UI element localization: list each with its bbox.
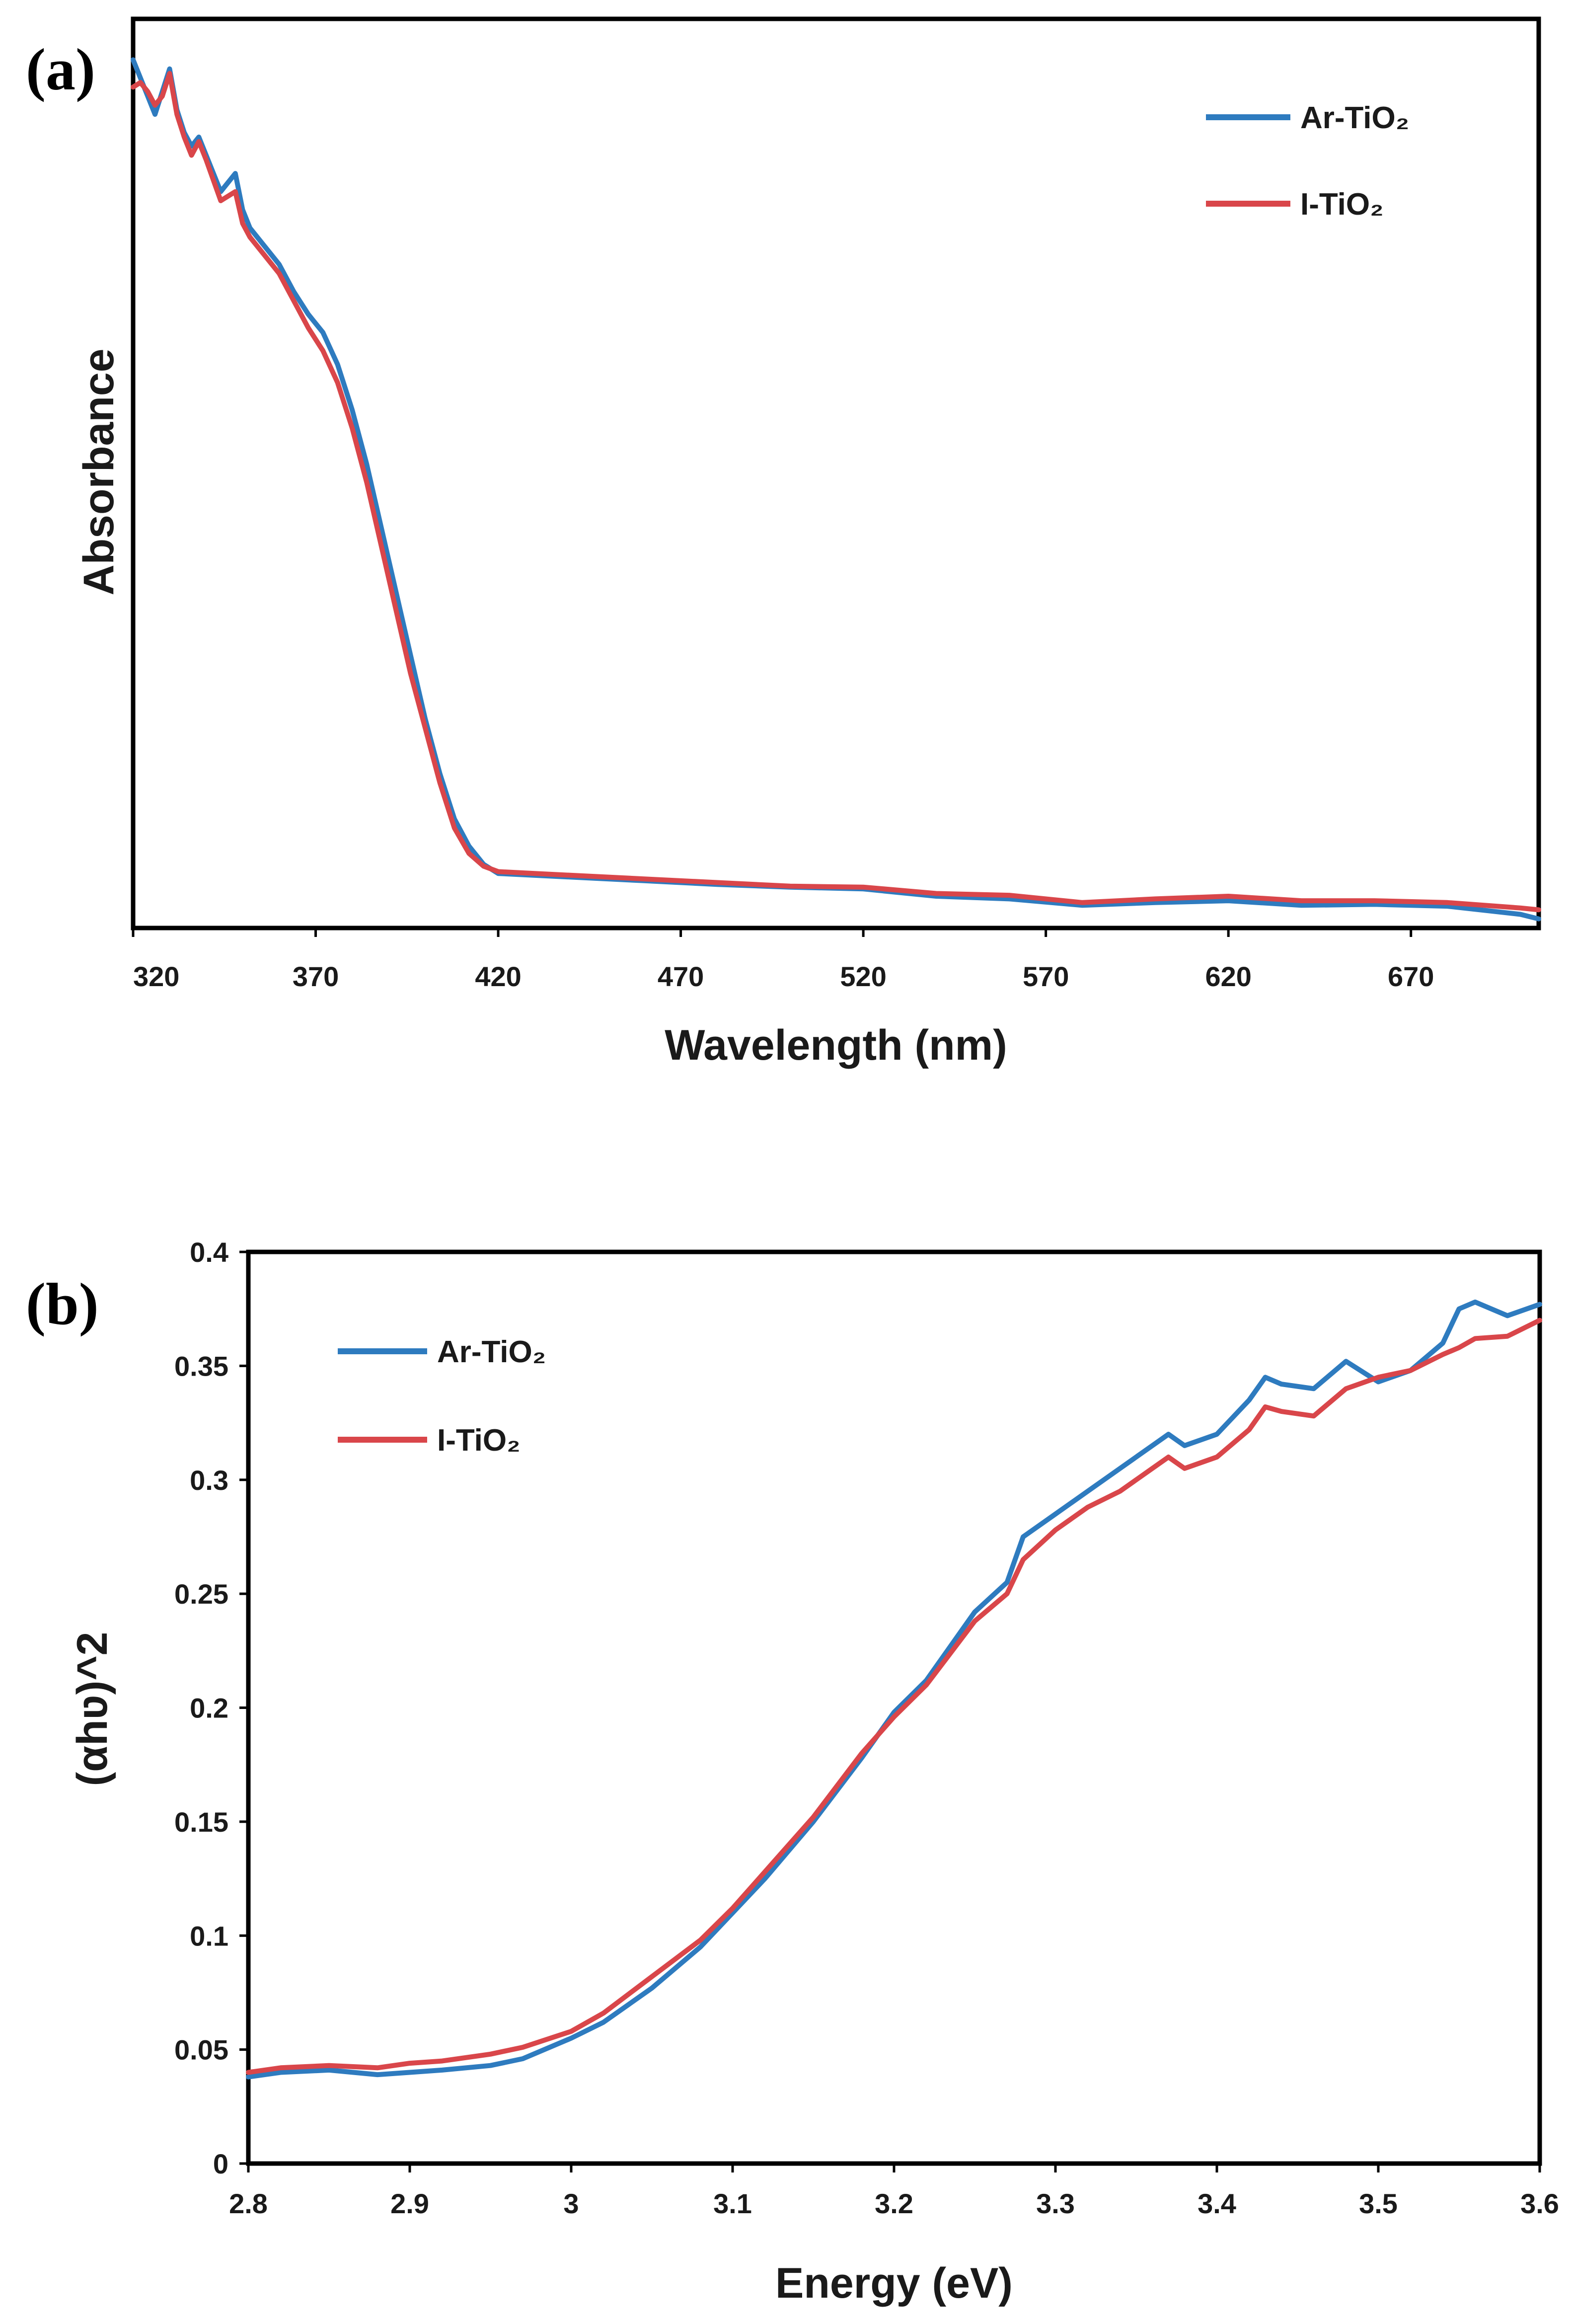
x-tick-label: 2.9 xyxy=(390,2188,429,2219)
x-tick-label: 370 xyxy=(293,961,339,992)
panel-b-legend-label-ar: Ar-TiO₂ xyxy=(437,1335,546,1369)
panel-b-series xyxy=(246,1299,1542,2080)
y-tick-label: 0.3 xyxy=(190,1465,228,1496)
panel-b-y-axis-label: (αhʋ)^2 xyxy=(69,1632,116,1786)
panel-a-series xyxy=(131,57,1541,922)
x-tick-label: 3.4 xyxy=(1197,2188,1236,2219)
y-tick-label: 0.35 xyxy=(174,1350,228,1382)
panel-a-y-axis-label: Absorbance xyxy=(75,348,123,595)
x-tick-label: 2.8 xyxy=(229,2188,268,2219)
y-tick-label: 0.2 xyxy=(190,1693,228,1724)
y-tick-label: 0.15 xyxy=(174,1806,228,1838)
x-tick-label: 570 xyxy=(1023,961,1069,992)
panel-b-y-ticks: 0 0.05 0.1 0.15 0.2 0.25 0.3 0.35 0.4 xyxy=(174,1237,248,2179)
panel-b-legend: Ar-TiO₂ I-TiO₂ xyxy=(338,1335,546,1458)
y-tick-label: 0 xyxy=(213,2148,228,2179)
panel-a-x-axis-label: Wavelength (nm) xyxy=(665,1021,1007,1069)
x-tick-label: 420 xyxy=(475,961,521,992)
panel-b-label: (b) xyxy=(26,1271,99,1337)
series-line-i-tio2 xyxy=(246,1317,1542,2075)
panel-a-plot-frame xyxy=(131,16,1541,930)
panel-a-legend: Ar-TiO₂ I-TiO₂ xyxy=(1206,101,1409,222)
x-tick-label: 3.1 xyxy=(713,2188,752,2219)
panel-a-label: (a) xyxy=(26,36,95,102)
series-line-ar-tio2 xyxy=(246,1299,1542,2080)
panel-b-x-axis-label: Energy (eV) xyxy=(775,2259,1013,2307)
x-tick-label: 670 xyxy=(1388,961,1434,992)
x-tick-label: 3.5 xyxy=(1359,2188,1398,2219)
y-tick-label: 0.4 xyxy=(190,1237,228,1268)
panel-b-legend-label-i: I-TiO₂ xyxy=(437,1423,521,1458)
x-tick-label: 470 xyxy=(658,961,704,992)
series-line-i-tio2 xyxy=(131,71,1541,913)
panel-a-chart: (a) 320 370 420 470 520 570 620 670 Wavelength … xyxy=(26,16,1541,1069)
x-tick-label: 3.2 xyxy=(875,2188,913,2219)
x-tick-label: 520 xyxy=(840,961,886,992)
y-tick-label: 0.25 xyxy=(174,1578,228,1610)
x-tick-label: 3.3 xyxy=(1036,2188,1075,2219)
y-tick-label: 0.05 xyxy=(174,2034,228,2066)
x-tick-label: 3.6 xyxy=(1520,2188,1559,2219)
y-tick-label: 0.1 xyxy=(190,1920,228,1951)
series-line-ar-tio2 xyxy=(131,57,1541,922)
x-tick-label: 3 xyxy=(563,2188,579,2219)
panel-a-x-ticks: 320 370 420 470 520 570 620 670 xyxy=(132,928,1434,992)
x-tick-label: 320 xyxy=(133,961,179,992)
panel-b-x-ticks: 2.8 2.9 3 3.1 3.2 3.3 3.4 3.5 3.6 xyxy=(229,2164,1559,2219)
panel-a-legend-label-i: I-TiO₂ xyxy=(1300,187,1384,222)
panel-b-chart: (b) 2.8 2.9 3 3.1 3.2 3.3 3.4 3.5 3.6 0 0.05 0.1 0.… xyxy=(26,1237,1559,2307)
panel-a-legend-label-ar: Ar-TiO₂ xyxy=(1300,101,1409,135)
x-tick-label: 620 xyxy=(1205,961,1251,992)
